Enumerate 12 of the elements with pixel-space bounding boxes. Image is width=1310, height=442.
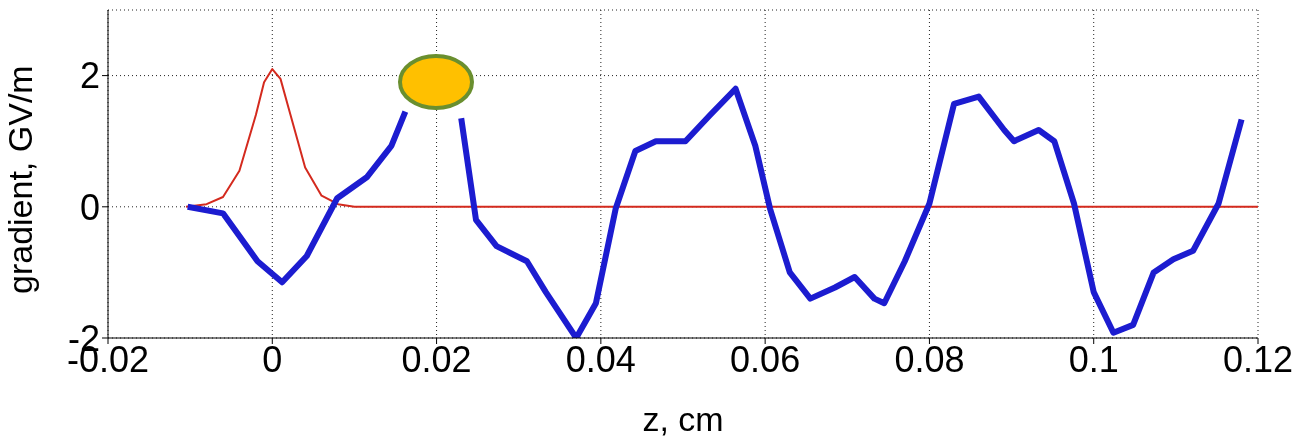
x-tick-label: 0.04: [565, 338, 636, 380]
x-tick-label: 0.1: [1068, 338, 1119, 380]
x-axis-title: z, cm: [642, 400, 724, 438]
x-tick-label: 0.12: [1222, 338, 1294, 380]
line-series: [185, 68, 1258, 208]
y-tick-label: 0: [79, 186, 100, 228]
x-tick-label: 0.02: [401, 338, 472, 380]
x-tick-label: 0: [262, 338, 283, 380]
x-tick-label: 0.08: [894, 338, 965, 380]
y-axis-title: gradient, GV/m: [1, 65, 40, 294]
y-tick-label: 2: [79, 55, 100, 97]
x-tick-label: 0.06: [730, 338, 801, 380]
